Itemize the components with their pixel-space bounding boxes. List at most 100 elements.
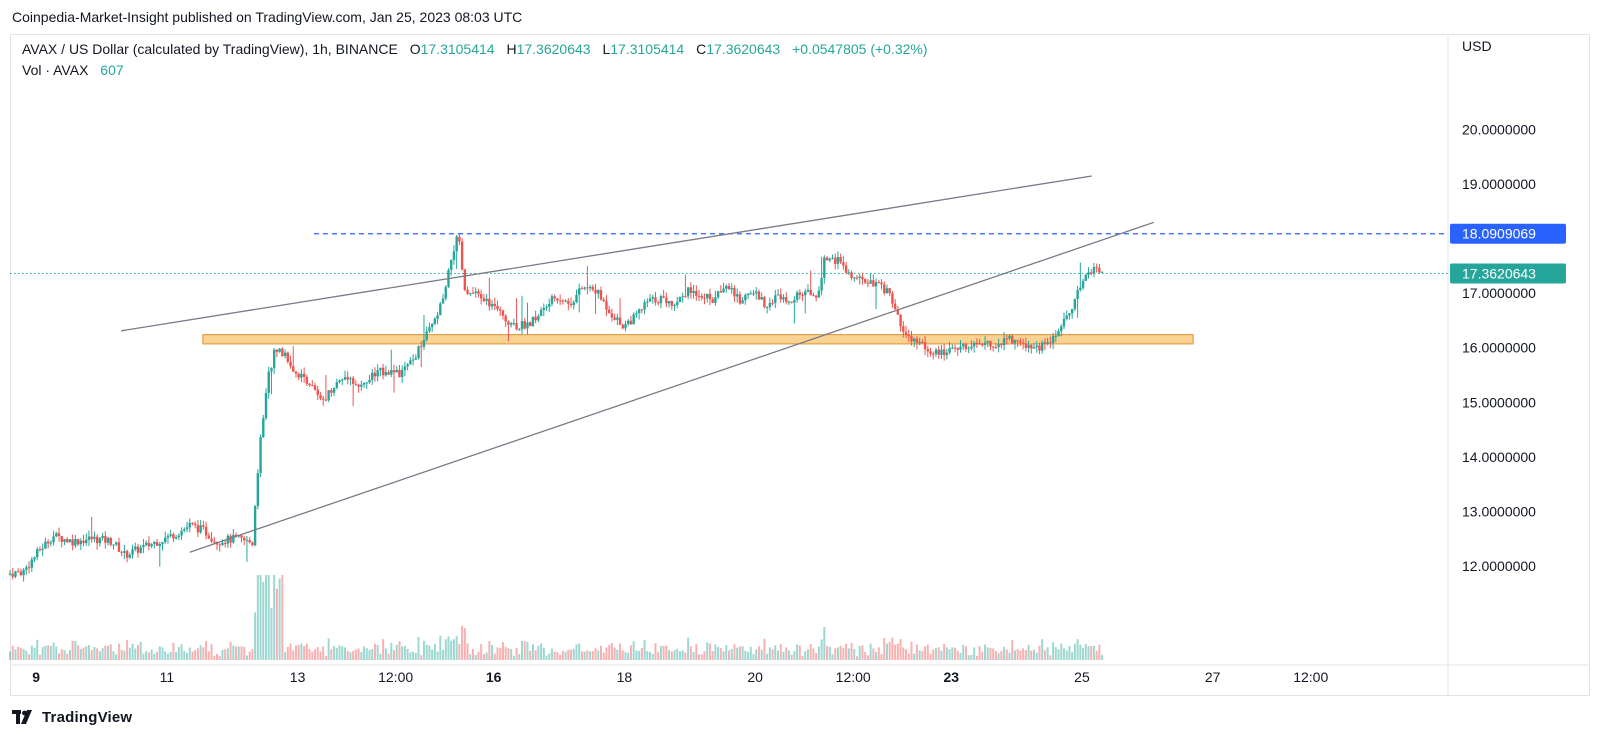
volume-bar bbox=[300, 643, 303, 660]
candle-body bbox=[572, 302, 575, 306]
candle-body bbox=[332, 387, 336, 393]
volume-bar bbox=[540, 643, 543, 660]
volume-bar bbox=[621, 650, 624, 660]
candle-body bbox=[409, 360, 412, 365]
volume-bar bbox=[210, 644, 213, 660]
volume-bar bbox=[954, 647, 957, 660]
volume-bar bbox=[1027, 644, 1030, 660]
y-tick-label: 19.0000000 bbox=[1462, 176, 1536, 192]
x-tick-label: 27 bbox=[1205, 669, 1221, 685]
candle-body bbox=[850, 272, 853, 279]
candle-body bbox=[899, 314, 902, 327]
volume-bar bbox=[518, 654, 521, 660]
candle-body bbox=[531, 316, 535, 326]
candle-body bbox=[656, 302, 660, 304]
volume-bar bbox=[278, 578, 281, 660]
volume-bar bbox=[913, 653, 916, 660]
candle-body bbox=[676, 301, 679, 305]
candle-body bbox=[812, 295, 815, 297]
currency-label[interactable]: USD bbox=[1462, 38, 1492, 54]
candle-body bbox=[346, 377, 349, 380]
candle-body bbox=[847, 272, 851, 274]
candle-body bbox=[624, 323, 627, 329]
candle-body bbox=[71, 539, 74, 546]
candle-body bbox=[937, 349, 940, 355]
support-zone bbox=[202, 334, 1194, 345]
footer-brand[interactable]: TradingView bbox=[12, 705, 132, 729]
candle-body bbox=[910, 336, 913, 342]
volume-bar bbox=[501, 642, 504, 660]
trendline-lower bbox=[189, 221, 1155, 553]
candle-body bbox=[210, 538, 213, 542]
volume-bar bbox=[96, 648, 99, 660]
volume-bar bbox=[270, 608, 273, 660]
volume-bar bbox=[471, 649, 474, 660]
candle-body bbox=[188, 522, 191, 528]
volume-bar bbox=[452, 639, 455, 660]
volume-bar bbox=[668, 650, 671, 660]
candle-body bbox=[153, 542, 156, 545]
candle-body bbox=[1041, 342, 1044, 351]
candle-body bbox=[174, 537, 178, 539]
candle-body bbox=[253, 506, 257, 546]
candle-body bbox=[853, 277, 856, 279]
volume-bar bbox=[548, 653, 551, 660]
candle-body bbox=[330, 390, 333, 393]
volume-bar bbox=[341, 646, 344, 660]
volume-bar bbox=[30, 645, 33, 660]
volume-bar bbox=[384, 648, 387, 660]
candle-body bbox=[580, 288, 584, 290]
volume-bar bbox=[422, 640, 425, 660]
candle-body bbox=[278, 348, 281, 352]
volume-bar bbox=[567, 649, 570, 660]
tradingview-logo-icon bbox=[12, 710, 32, 724]
volume-bar bbox=[556, 652, 559, 660]
candle-body bbox=[245, 539, 249, 541]
volume-bar bbox=[215, 653, 218, 660]
volume-bar bbox=[196, 648, 199, 660]
volume-bar bbox=[314, 649, 317, 660]
candle-body bbox=[515, 322, 518, 330]
y-tick-label: 17.0000000 bbox=[1462, 285, 1536, 301]
candle-body bbox=[932, 353, 935, 355]
volume-bar bbox=[327, 638, 330, 660]
x-tick-label: 16 bbox=[486, 669, 502, 685]
candle-body bbox=[1087, 272, 1090, 275]
volume-bar bbox=[834, 648, 837, 660]
candle-body bbox=[763, 297, 766, 308]
candle-body bbox=[787, 301, 791, 303]
candle-body bbox=[455, 236, 458, 252]
candle-body bbox=[349, 378, 352, 380]
candle-body bbox=[520, 321, 524, 330]
x-tick-label: 12:00 bbox=[1293, 669, 1328, 685]
volume-bar bbox=[550, 648, 553, 660]
candle-body bbox=[627, 320, 630, 324]
candle-body bbox=[904, 331, 908, 335]
volume-bar bbox=[439, 635, 442, 660]
volume-bar bbox=[717, 646, 720, 660]
candle-body bbox=[311, 384, 314, 386]
candle-body bbox=[597, 290, 600, 294]
candle-body bbox=[365, 382, 368, 384]
candle-body bbox=[790, 301, 793, 303]
candle-body bbox=[695, 290, 698, 296]
volume-bar bbox=[894, 644, 897, 660]
candle-body bbox=[975, 342, 979, 344]
high-label: H bbox=[506, 41, 517, 57]
candle-body bbox=[765, 306, 769, 308]
close-label: C bbox=[696, 41, 707, 57]
candle-body bbox=[820, 277, 823, 291]
volume-bar bbox=[49, 645, 52, 660]
volume-bar bbox=[401, 646, 404, 660]
candle-body bbox=[297, 373, 300, 378]
volume-bar bbox=[973, 647, 976, 660]
candle-body bbox=[528, 322, 532, 326]
volume-bar bbox=[749, 646, 752, 660]
candle-body bbox=[38, 549, 42, 551]
volume-bar bbox=[1005, 649, 1008, 660]
candle-body bbox=[1051, 336, 1055, 344]
candle-body bbox=[834, 257, 837, 264]
candle-body bbox=[477, 291, 480, 294]
candle-body bbox=[618, 317, 622, 325]
